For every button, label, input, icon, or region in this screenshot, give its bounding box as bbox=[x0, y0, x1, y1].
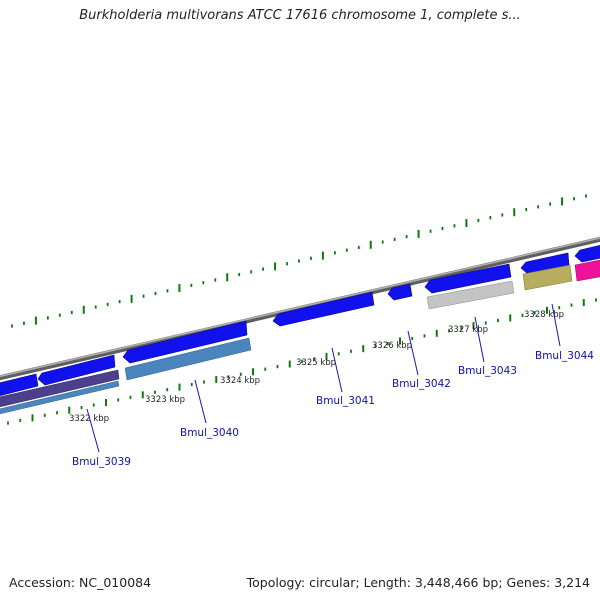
ruler-label: 3322 kbp bbox=[69, 414, 109, 424]
map-title: Burkholderia multivorans ATCC 17616 chro… bbox=[79, 8, 521, 23]
feature-band-magenta[interactable] bbox=[574, 258, 600, 282]
feature-band-olive[interactable] bbox=[522, 264, 573, 291]
gene-label-bmul-3042[interactable]: Bmul_3042 bbox=[392, 378, 451, 390]
ruler-labels: 3322 kbp 3323 kbp 3324 kbp 3325 kbp 3326… bbox=[69, 310, 564, 424]
gene-arrow[interactable] bbox=[574, 243, 600, 263]
gene-arrow-bmul-3041[interactable] bbox=[272, 291, 375, 327]
accession-text: Accession: NC_010084 bbox=[9, 575, 152, 590]
gene-label-bmul-3040[interactable]: Bmul_3040 bbox=[180, 427, 239, 439]
outer-tick-track bbox=[11, 194, 587, 328]
gene-label-bmul-3041[interactable]: Bmul_3041 bbox=[316, 395, 375, 407]
topology-text: Topology: circular; Length: 3,448,466 bp… bbox=[246, 575, 590, 590]
ruler-label: 3325 kbp bbox=[296, 358, 336, 368]
ruler-label: 3326 kbp bbox=[372, 341, 412, 351]
gene-arrow[interactable] bbox=[37, 354, 116, 386]
ruler-label: 3324 kbp bbox=[220, 376, 260, 386]
gene-arrow-bmul-3043[interactable] bbox=[424, 263, 512, 294]
feature-band-purple[interactable] bbox=[0, 369, 120, 408]
forward-strand-genes bbox=[0, 243, 600, 397]
gene-arrow-bmul-3040-upper[interactable] bbox=[122, 320, 248, 364]
ruler-label: 3323 kbp bbox=[145, 395, 185, 405]
gene-label-bmul-3039[interactable]: Bmul_3039 bbox=[72, 456, 131, 468]
ruler-label: 3327 kbp bbox=[448, 325, 488, 335]
gene-label-bmul-3043[interactable]: Bmul_3043 bbox=[458, 365, 517, 377]
feature-band-steel-left[interactable] bbox=[0, 380, 120, 415]
chromosome-backbone bbox=[0, 236, 600, 381]
gene-arrow[interactable] bbox=[0, 373, 39, 397]
gene-leader-lines bbox=[86, 303, 561, 453]
feature-band-steel[interactable] bbox=[124, 337, 252, 381]
ruler-label: 3328 kbp bbox=[524, 310, 564, 320]
gene-labels: Bmul_3039 Bmul_3040 Bmul_3041 Bmul_3042 … bbox=[72, 350, 594, 468]
feature-band-gray[interactable] bbox=[426, 280, 515, 310]
inner-tick-track bbox=[7, 298, 597, 425]
gene-label-bmul-3044[interactable]: Bmul_3044 bbox=[535, 350, 594, 362]
gene-arrow-bmul-3042[interactable] bbox=[387, 283, 413, 301]
